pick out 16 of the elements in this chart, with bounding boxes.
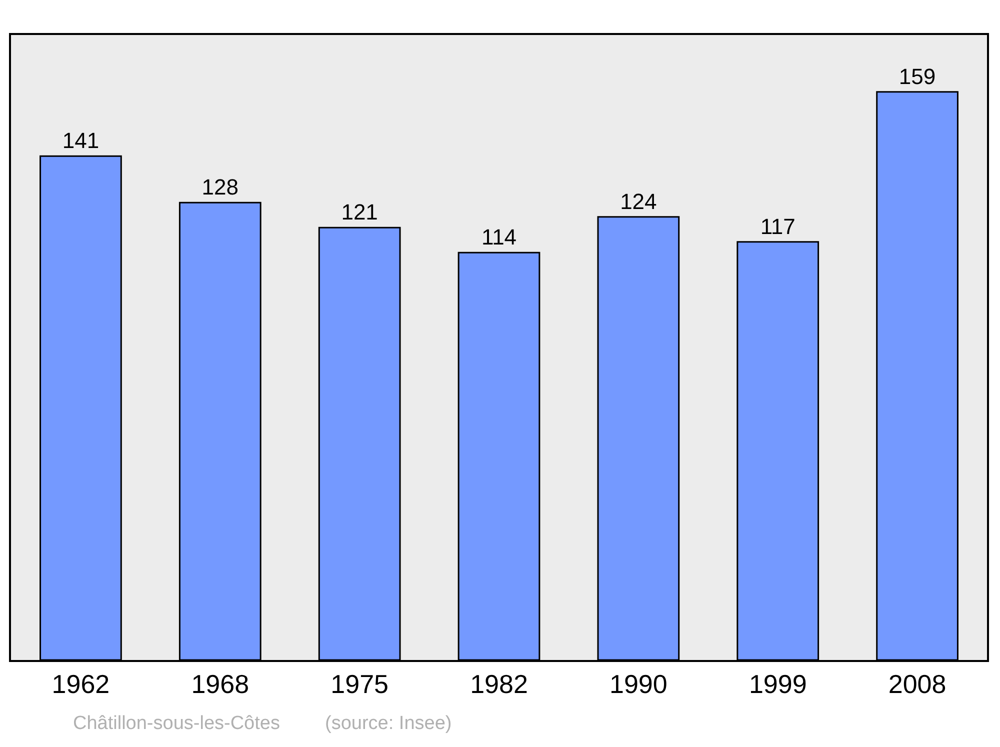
data-label: 128: [202, 174, 239, 200]
x-tick-label: 1975: [330, 669, 388, 700]
data-label: 141: [62, 128, 100, 154]
x-tick-label: 2008: [888, 669, 946, 700]
x-tick-label: 1968: [191, 669, 250, 700]
x-tick-label: 1982: [470, 669, 528, 700]
data-label: 159: [898, 64, 936, 89]
data-label: 121: [341, 200, 378, 225]
x-tick-label: 1999: [748, 669, 807, 700]
data-label: 117: [760, 214, 796, 239]
x-tick-label: 1962: [52, 669, 110, 700]
x-tick-label: 1990: [610, 669, 668, 700]
text: (source: Insee): [325, 713, 452, 734]
text: Châtillon-sous-les-Côtes: [73, 713, 280, 734]
data-label: 114: [481, 224, 517, 250]
data-label: 124: [620, 188, 657, 214]
